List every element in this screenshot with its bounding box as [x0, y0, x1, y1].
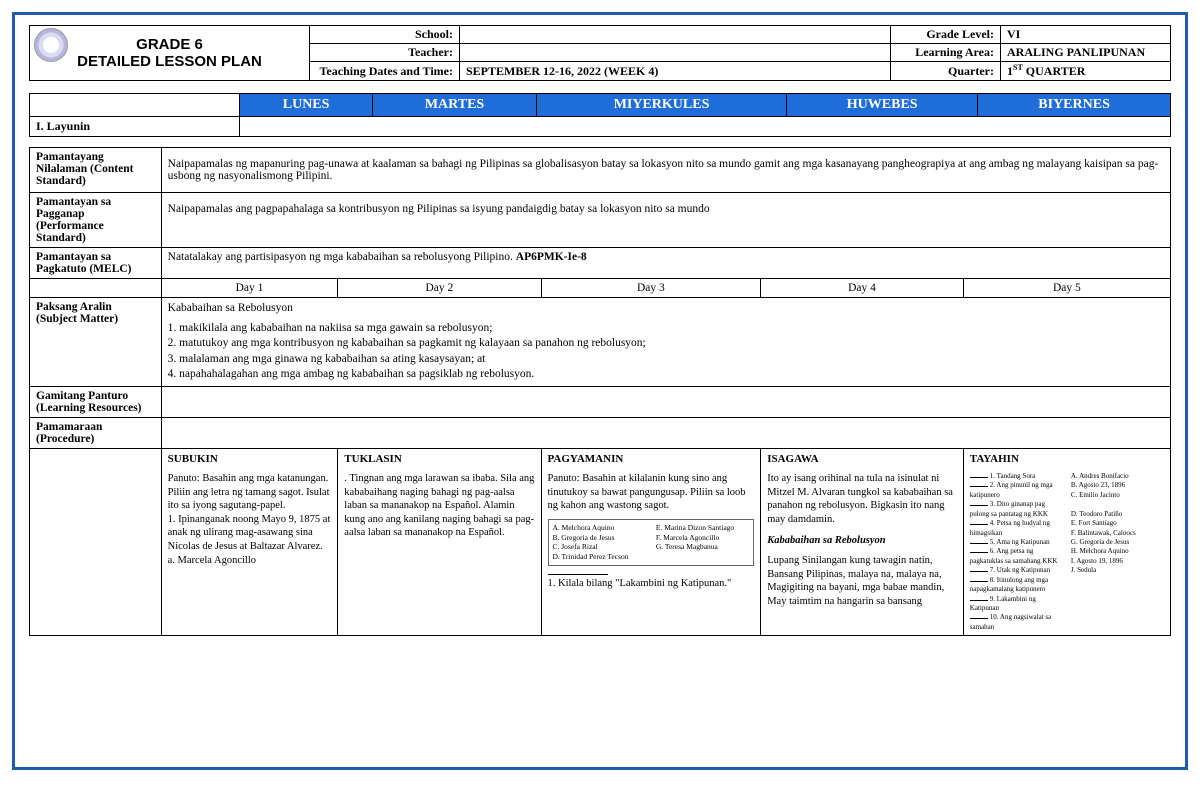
- sub-day2: Day 2: [338, 279, 541, 298]
- days-table: LUNES MARTES MIYERKULES HUWEBES BIYERNES…: [29, 93, 1171, 137]
- proc-body-subukin: Panuto: Basahin ang mga katanungan. Pili…: [168, 472, 332, 567]
- choice-item: A. Melchora Aquino: [553, 523, 646, 533]
- tayahin-columns: 1. Tandang Sora 2. Ang pinunil ng mga ka…: [970, 472, 1164, 632]
- tayahin-questions: 1. Tandang Sora 2. Ang pinunil ng mga ka…: [970, 472, 1063, 632]
- subject-item: 2. matutukoy ang mga kontribusyon ng kab…: [168, 336, 1164, 352]
- value-content-standard: Naipapamalas ng mapanuring pag-unawa at …: [161, 148, 1170, 193]
- sub-day4: Day 4: [761, 279, 964, 298]
- day-martes: MARTES: [373, 94, 537, 117]
- poem-title: Kababaihan sa Rebolusyon: [767, 534, 957, 548]
- blank-line: [548, 574, 608, 575]
- proc-head-isagawa: ISAGAWA: [767, 452, 957, 466]
- label-performance-standard: Pamantayan sa Pagganap (Performance Stan…: [30, 193, 162, 248]
- label-teacher: Teacher:: [310, 44, 460, 62]
- sub-day1: Day 1: [161, 279, 338, 298]
- section-layunin: I. Layunin: [30, 117, 240, 137]
- subject-title: Kababaihan sa Rebolusyon: [168, 301, 1164, 317]
- proc-pagyamanin: PAGYAMANIN Panuto: Basahin at kilalanin …: [541, 448, 761, 636]
- label-procedure: Pamamaraan (Procedure): [30, 417, 162, 448]
- day-lunes: LUNES: [240, 94, 373, 117]
- choice-item: G. Teresa Magbanua: [656, 542, 749, 552]
- main-table: Pamantayang Nilalaman (Content Standard)…: [29, 147, 1171, 636]
- title-line1: GRADE 6: [136, 36, 203, 53]
- label-day-stub: [30, 279, 162, 298]
- proc-body-tuklasin: . Tingnan ang mga larawan sa ibaba. Sila…: [344, 472, 534, 540]
- sub-day3: Day 3: [541, 279, 761, 298]
- choice-item: F. Marcela Agoncillo: [656, 533, 749, 543]
- proc-head-tuklasin: TUKLASIN: [344, 452, 534, 466]
- proc-tayahin: TAYAHIN 1. Tandang Sora 2. Ang pinunil n…: [963, 448, 1170, 636]
- label-subject-matter: Paksang Aralin (Subject Matter): [30, 298, 162, 387]
- days-stub: [30, 94, 240, 117]
- choice-item: B. Gregoria de Jesus: [553, 533, 646, 543]
- value-teacher: [460, 44, 891, 62]
- subject-list: 1. makikilala ang kababaihan na nakiisa …: [168, 321, 1164, 383]
- tayahin-answers: A. Andres Bonifacio B. Agosto 23, 1896 C…: [1071, 472, 1164, 632]
- plan-title-cell: GRADE 6 DETAILED LESSON PLAN: [30, 26, 310, 81]
- value-quarter: 1ST QUARTER: [1001, 62, 1171, 81]
- day-huwebes: HUWEBES: [787, 94, 978, 117]
- label-content-standard: Pamantayang Nilalaman (Content Standard): [30, 148, 162, 193]
- page-frame: GRADE 6 DETAILED LESSON PLAN School: Gra…: [12, 12, 1188, 770]
- poem-body: Lupang Sinilangan kung tawagin natin, Ba…: [767, 554, 957, 609]
- value-procedure-blank: [161, 417, 1170, 448]
- subject-item: 1. makikilala ang kababaihan na nakiisa …: [168, 321, 1164, 337]
- isagawa-intro: Ito ay isang orihinal na tula na isinula…: [767, 472, 957, 527]
- sub-day5: Day 5: [963, 279, 1170, 298]
- title-line2: DETAILED LESSON PLAN: [77, 53, 262, 70]
- proc-isagawa: ISAGAWA Ito ay isang orihinal na tula na…: [761, 448, 964, 636]
- label-area: Learning Area:: [891, 44, 1001, 62]
- proc-tuklasin: TUKLASIN . Tingnan ang mga larawan sa ib…: [338, 448, 541, 636]
- value-area: ARALING PANLIPUNAN: [1001, 44, 1171, 62]
- proc-stub: [30, 448, 162, 636]
- pagyamanin-q1: 1. Kilala bilang "Lakambini ng Katipunan…: [548, 577, 755, 591]
- label-melc: Pamantayan sa Pagkatuto (MELC): [30, 248, 162, 279]
- label-quarter: Quarter:: [891, 62, 1001, 81]
- day-biyernes: BIYERNES: [978, 94, 1171, 117]
- choice-item: C. Josefa Rizal: [553, 542, 646, 552]
- choices-box: A. Melchora Aquino B. Gregoria de Jesus …: [548, 519, 755, 566]
- day-miyerkules: MIYERKULES: [536, 94, 786, 117]
- value-resources: [161, 386, 1170, 417]
- header-table: GRADE 6 DETAILED LESSON PLAN School: Gra…: [29, 25, 1171, 81]
- label-dates: Teaching Dates and Time:: [310, 62, 460, 81]
- label-resources: Gamitang Panturo (Learning Resources): [30, 386, 162, 417]
- value-school: [460, 26, 891, 44]
- value-subject-matter: Kababaihan sa Rebolusyon 1. makikilala a…: [161, 298, 1170, 387]
- value-grade: VI: [1001, 26, 1171, 44]
- proc-head-subukin: SUBUKIN: [168, 452, 332, 466]
- proc-head-tayahin: TAYAHIN: [970, 452, 1164, 466]
- value-melc: Natatalakay ang partisipasyon ng mga kab…: [161, 248, 1170, 279]
- choice-item: D. Trinidad Perez Tecson: [553, 552, 646, 562]
- section-layunin-body: [240, 117, 1171, 137]
- value-dates: SEPTEMBER 12-16, 2022 (WEEK 4): [460, 62, 891, 81]
- proc-subukin: SUBUKIN Panuto: Basahin ang mga katanung…: [161, 448, 338, 636]
- proc-head-pagyamanin: PAGYAMANIN: [548, 452, 755, 466]
- label-grade: Grade Level:: [891, 26, 1001, 44]
- label-school: School:: [310, 26, 460, 44]
- value-performance-standard: Naipapamalas ang pagpapahalaga sa kontri…: [161, 193, 1170, 248]
- choice-item: E. Marina Dizon Santiago: [656, 523, 749, 533]
- proc-body-pagyamanin: Panuto: Basahin at kilalanin kung sino a…: [548, 472, 755, 513]
- subject-item: 4. napahahalagahan ang mga ambag ng kaba…: [168, 367, 1164, 383]
- seal-icon: [34, 28, 68, 62]
- subject-item: 3. malalaman ang mga ginawa ng kababaiha…: [168, 352, 1164, 368]
